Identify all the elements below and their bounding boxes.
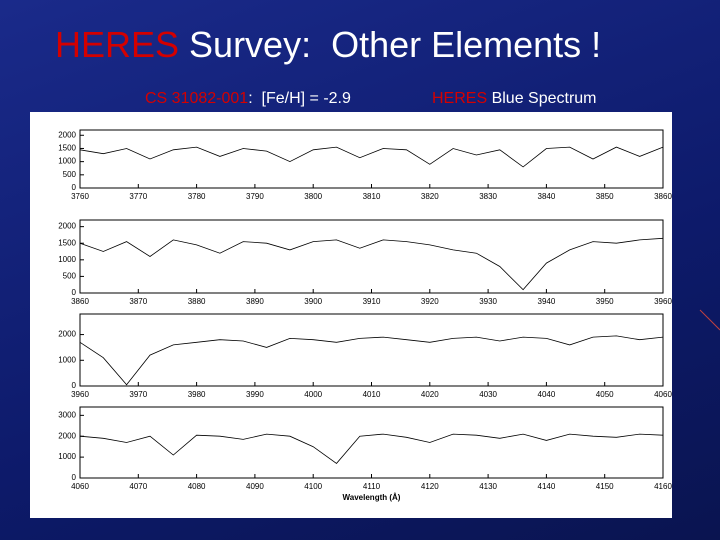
x-tick-label: 3820 [421, 192, 439, 201]
x-tick-label: 4110 [363, 482, 381, 491]
x-tick-label: 4030 [479, 390, 497, 399]
x-tick-label: 4160 [654, 482, 672, 491]
y-tick-label: 1000 [58, 255, 76, 264]
x-tick-label: 3850 [596, 192, 614, 201]
x-tick-label: 3990 [246, 390, 264, 399]
y-tick-label: 1000 [58, 157, 76, 166]
x-tick-label: 4120 [421, 482, 439, 491]
x-tick-label: 3920 [421, 297, 439, 306]
subtitle: CS 31082-001: [Fe/H] = -2.9 [145, 90, 351, 108]
y-tick-label: 0 [72, 288, 77, 297]
x-tick-label: 4150 [596, 482, 614, 491]
x-tick-label: 3950 [596, 297, 614, 306]
x-tick-label: 3860 [71, 297, 89, 306]
x-tick-label: 3830 [479, 192, 497, 201]
x-tick-label: 3980 [188, 390, 206, 399]
y-tick-label: 2000 [58, 222, 76, 231]
spectrum-line [79, 433, 664, 464]
text-part: HERES [55, 24, 180, 65]
y-tick-label: 1500 [58, 144, 76, 153]
slide-title: HERES Survey: Other Elements ! [55, 24, 601, 66]
x-tick-label: 4140 [538, 482, 556, 491]
x-tick-label: 3780 [188, 192, 206, 201]
x-tick-label: 4070 [129, 482, 147, 491]
spectrum-line [79, 237, 664, 291]
x-tick-label: 3770 [129, 192, 147, 201]
y-tick-label: 2000 [58, 431, 76, 440]
subtitle: HERES Blue Spectrum [432, 90, 597, 108]
y-tick-label: 0 [72, 473, 77, 482]
y-tick-label: 500 [63, 272, 77, 281]
x-tick-label: 4060 [654, 390, 672, 399]
text-part: HERES [432, 90, 488, 107]
x-tick-label: 3840 [538, 192, 556, 201]
x-tick-label: 3810 [363, 192, 381, 201]
spectrum-figure: 0 500 1000 1500 2000 3760 3770 3780 3790 3800 3810… [30, 112, 672, 518]
y-tick-label: 1000 [58, 452, 76, 461]
x-tick-label: 4020 [421, 390, 439, 399]
text-part: Blue Spectrum [487, 90, 597, 107]
x-tick-label: 4040 [538, 390, 556, 399]
x-tick-label: 3930 [479, 297, 497, 306]
x-tick-label: 3910 [363, 297, 381, 306]
x-tick-label: 3960 [71, 390, 89, 399]
x-tick-label: 4000 [304, 390, 322, 399]
x-tick-label: 3890 [246, 297, 264, 306]
y-tick-label: 2000 [58, 330, 76, 339]
x-tick-label: 4100 [304, 482, 322, 491]
y-tick-label: 1000 [58, 355, 76, 364]
y-tick-label: 500 [63, 170, 77, 179]
text-part: CS 31082-001 [145, 90, 249, 107]
x-tick-label: 3880 [188, 297, 206, 306]
y-tick-label: 2000 [58, 130, 76, 139]
x-tick-label: 3870 [129, 297, 147, 306]
y-tick-label: 0 [72, 381, 77, 390]
x-tick-label: 3970 [129, 390, 147, 399]
y-tick-label: 3000 [58, 410, 76, 419]
text-part: Survey: Other Elements ! [179, 24, 602, 65]
text-part: : [Fe/H] = -2.9 [248, 90, 351, 107]
x-tick-label: 3790 [246, 192, 264, 201]
spectrum-line [79, 146, 664, 168]
x-axis-label: Wavelength (Å) [343, 493, 401, 502]
x-tick-label: 3940 [538, 297, 556, 306]
spectrum-line [79, 335, 664, 386]
x-tick-label: 3800 [304, 192, 322, 201]
deco-line [699, 309, 720, 331]
y-tick-label: 1500 [58, 238, 76, 247]
x-tick-label: 4010 [363, 390, 381, 399]
x-tick-label: 3860 [654, 192, 672, 201]
x-tick-label: 4130 [479, 482, 497, 491]
y-tick-label: 0 [72, 183, 77, 192]
x-tick-label: 4060 [71, 482, 89, 491]
x-tick-label: 3760 [71, 192, 89, 201]
x-tick-label: 3900 [304, 297, 322, 306]
x-tick-label: 4050 [596, 390, 614, 399]
x-tick-label: 4090 [246, 482, 264, 491]
x-tick-label: 4080 [188, 482, 206, 491]
figure-background [30, 112, 672, 518]
x-tick-label: 3960 [654, 297, 672, 306]
